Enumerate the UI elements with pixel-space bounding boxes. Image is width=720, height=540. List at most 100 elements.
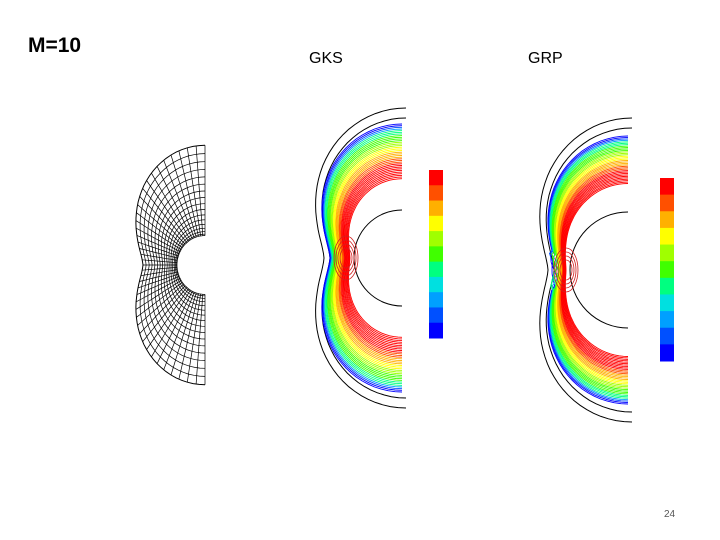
mesh-line	[136, 235, 180, 255]
contour-line	[563, 177, 629, 363]
mesh-line	[142, 287, 188, 342]
mesh-line	[136, 275, 180, 295]
mesh-line	[140, 253, 178, 261]
mesh-line	[163, 160, 195, 238]
mesh-line	[142, 259, 178, 264]
body-outline	[569, 211, 629, 329]
contour-line	[551, 145, 629, 395]
contour-line	[321, 123, 403, 393]
colorbar-segment	[660, 336, 674, 345]
colorbar-segment	[429, 208, 443, 217]
colorbar-segment	[660, 319, 674, 329]
stagnation-contour	[559, 259, 573, 281]
contour-line	[547, 135, 629, 405]
contour-line	[337, 155, 403, 361]
contour-line	[347, 176, 403, 340]
stagnation-contour	[557, 255, 575, 285]
mesh-line	[135, 227, 181, 253]
colorbar-segment	[660, 219, 674, 229]
colorbar-segment	[660, 186, 674, 196]
contour-line	[348, 178, 403, 338]
colorbar-segment	[660, 302, 674, 312]
colorbar-segment	[429, 223, 443, 232]
mesh-line	[170, 292, 197, 376]
mesh-line	[135, 220, 182, 250]
colorbar-segment	[660, 327, 674, 337]
contour-line	[328, 138, 403, 378]
grp-label: GRP	[528, 50, 563, 67]
colorbar-segment	[429, 322, 443, 331]
contour-line	[341, 163, 403, 353]
colorbar-segment	[429, 276, 443, 286]
mesh-line	[195, 294, 204, 385]
contour-line	[331, 143, 403, 373]
mach-number-label: M=10	[28, 34, 82, 57]
mesh-line	[139, 285, 186, 334]
contour-line	[564, 183, 629, 357]
colorbar-segment	[660, 211, 674, 221]
colorbar-segment	[429, 192, 443, 202]
colorbar-segment	[429, 231, 443, 240]
mesh-line	[156, 291, 193, 364]
contour-line	[324, 130, 403, 386]
colorbar-segment	[429, 261, 443, 270]
colorbar-segment	[429, 246, 443, 255]
colorbar-segment	[429, 254, 443, 263]
stagnation-contour	[337, 243, 355, 273]
colorbar-segment	[660, 311, 674, 320]
mesh-line	[137, 241, 179, 257]
mesh-line	[186, 293, 201, 383]
gks-contour-plot	[315, 107, 407, 409]
colorbar-segment	[660, 202, 674, 212]
stagnation-contour	[555, 251, 577, 289]
contour-line	[323, 126, 403, 390]
colorbar-segment	[660, 294, 674, 304]
mesh-line	[139, 248, 178, 259]
grp-contour-plot	[539, 117, 633, 423]
mesh-line	[170, 154, 197, 238]
mesh-line	[178, 150, 199, 237]
contour-line	[342, 166, 403, 350]
stagnation-contour	[553, 247, 579, 293]
mesh-line	[137, 204, 184, 247]
mesh-line	[139, 196, 186, 245]
contour-line	[337, 156, 403, 360]
stagnation-contour	[335, 239, 357, 277]
contour-line	[341, 165, 403, 351]
colorbar-segment	[429, 330, 443, 339]
stagnation-contour	[339, 247, 353, 269]
mesh-line	[142, 188, 188, 243]
mesh-line	[151, 289, 191, 358]
colorbar-segment	[660, 252, 674, 262]
colorbar-segment	[429, 284, 443, 293]
contour-line	[325, 131, 403, 385]
colorbar-segment	[660, 227, 674, 237]
mesh-line	[135, 280, 182, 310]
contour-line	[333, 146, 403, 370]
body-outline	[353, 209, 403, 307]
colorbar-segment	[429, 170, 443, 179]
grp-colorbar	[660, 178, 674, 362]
outer-boundary	[315, 107, 407, 409]
computational-mesh	[135, 144, 206, 386]
mesh-line	[151, 172, 191, 241]
contour-line	[336, 153, 403, 363]
contour-line	[339, 160, 403, 356]
colorbar-segment	[660, 286, 674, 295]
mesh-line	[146, 288, 189, 350]
colorbar-segment	[429, 215, 443, 224]
contour-line	[322, 125, 403, 391]
gks-label: GKS	[309, 50, 343, 67]
stagnation-contour	[333, 235, 359, 281]
contour-line	[345, 171, 403, 345]
contour-line	[338, 158, 403, 358]
colorbar-segment	[429, 299, 443, 308]
mesh-line	[136, 282, 183, 318]
colorbar-segment	[429, 292, 443, 301]
mesh-line	[137, 283, 184, 326]
mesh-line	[136, 212, 183, 248]
mesh-line	[135, 277, 181, 303]
colorbar-segment	[660, 236, 674, 246]
contour-line	[343, 168, 403, 348]
